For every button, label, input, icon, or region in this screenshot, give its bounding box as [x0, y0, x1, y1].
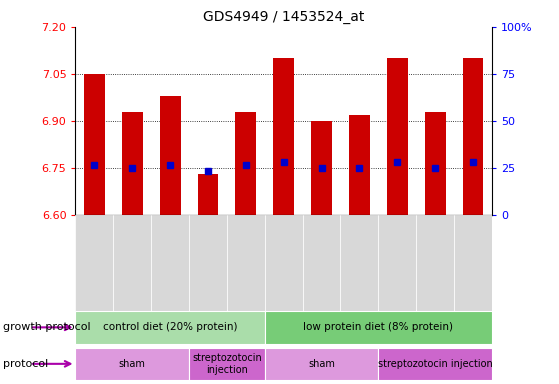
Text: sham: sham	[119, 359, 146, 369]
Bar	[463, 58, 484, 215]
Text: low protein diet (8% protein): low protein diet (8% protein)	[304, 322, 453, 333]
Text: growth protocol: growth protocol	[3, 322, 91, 333]
Bar	[454, 215, 492, 311]
Bar	[311, 121, 332, 215]
Bar	[75, 215, 113, 311]
Bar	[75, 311, 265, 344]
Bar	[189, 215, 227, 311]
Bar	[273, 58, 294, 215]
Text: streptozotocin injection: streptozotocin injection	[378, 359, 492, 369]
Bar	[160, 96, 181, 215]
Text: streptozotocin
injection: streptozotocin injection	[192, 353, 262, 375]
Bar	[349, 115, 370, 215]
Bar	[265, 311, 492, 344]
Bar	[265, 215, 302, 311]
Bar	[378, 215, 416, 311]
Bar	[113, 215, 151, 311]
Text: protocol: protocol	[3, 359, 48, 369]
Bar	[151, 215, 189, 311]
Bar	[416, 215, 454, 311]
Bar	[75, 348, 189, 380]
Bar	[302, 215, 340, 311]
Bar	[425, 112, 446, 215]
Bar	[227, 215, 265, 311]
Text: sham: sham	[308, 359, 335, 369]
Text: control diet (20% protein): control diet (20% protein)	[103, 322, 238, 333]
Bar	[189, 348, 265, 380]
Bar	[197, 174, 219, 215]
Bar	[265, 348, 378, 380]
Bar	[387, 58, 408, 215]
Bar	[235, 112, 256, 215]
Bar	[122, 112, 143, 215]
Bar	[84, 74, 105, 215]
Bar	[340, 215, 378, 311]
Bar	[378, 348, 492, 380]
Title: GDS4949 / 1453524_at: GDS4949 / 1453524_at	[203, 10, 364, 25]
